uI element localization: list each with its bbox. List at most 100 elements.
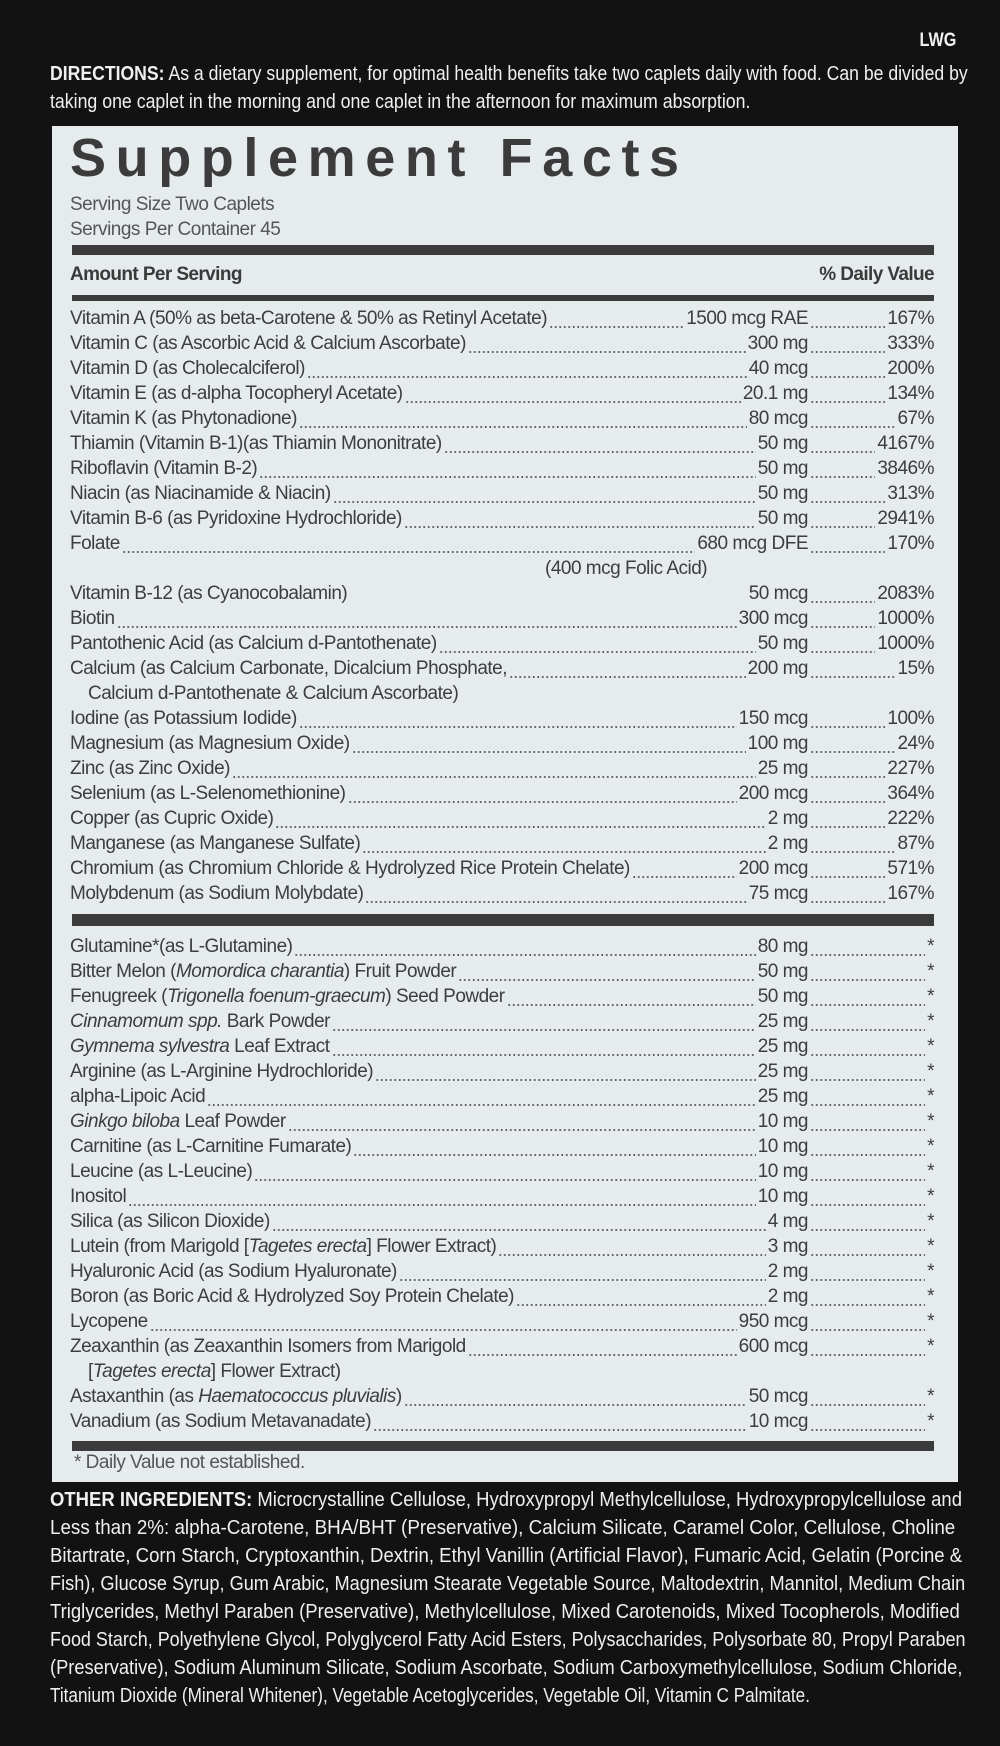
dot-leader (810, 1409, 926, 1434)
dot-leader (254, 1159, 756, 1184)
nutrient-name: Copper (as Cupric Oxide) (70, 806, 274, 831)
amount: 300 mg (747, 333, 809, 354)
nutrient-name: Niacin (as Niacinamide & Niacin) (70, 481, 331, 506)
dot-leader (810, 1034, 926, 1059)
dot-leader (810, 1184, 926, 1209)
daily-value: * (927, 1261, 934, 1282)
dot-leader (810, 756, 886, 781)
name-part: Fenugreek ( (70, 986, 167, 1007)
dv-cell: 1000% (808, 606, 934, 631)
nutrient-row: Copper (as Cupric Oxide) 2 mg 222% (70, 806, 934, 831)
dot-leader (116, 606, 737, 631)
nutrient-row: Bitter Melon (Momordica charantia) Fruit… (70, 959, 934, 984)
nutrient-row: Niacin (as Niacinamide & Niacin) 50 mg 313… (70, 481, 934, 506)
dot-leader (443, 431, 756, 456)
dot-leader (467, 331, 746, 356)
dv-cell: * (808, 1159, 934, 1184)
name-part: Thiamin (Vitamin B-1)(as Thiamin Mononit… (70, 433, 442, 454)
dot-leader (298, 706, 737, 731)
other-nutrients-section: Glutamine*(as L-Glutamine) 80 mg * Bitter M… (70, 934, 934, 1434)
dot-leader (271, 1209, 766, 1234)
dot-leader (810, 581, 876, 606)
dot-leader (231, 756, 756, 781)
dot-leader (810, 431, 876, 456)
amount: 680 mcg DFE (697, 533, 808, 554)
dv-cell: 100% (808, 706, 934, 731)
nutrient-name: Vanadium (as Sodium Metavanadate) (70, 1409, 372, 1434)
nutrient-row: Silica (as Silicon Dioxide) 4 mg * (70, 1209, 934, 1234)
dv-cell: 170% (808, 531, 934, 556)
dot-leader (259, 456, 756, 481)
dot-leader (810, 656, 896, 681)
name-part: Vitamin D (as Cholecalciferol) (70, 358, 305, 379)
dot-leader (810, 456, 876, 481)
line-text: Triglycerides, Methyl Paraben (Preservat… (50, 1601, 960, 1623)
name-part: Magnesium (as Magnesium Oxide) (70, 733, 350, 754)
nutrient-row: Leucine (as L-Leucine) 10 mg * (70, 1159, 934, 1184)
amount: 200 mg (747, 658, 809, 679)
daily-value: * (927, 1186, 934, 1207)
name-part: Vitamin B-6 (as Pyridoxine Hydrochloride… (70, 508, 402, 529)
name-part: Copper (as Cupric Oxide) (70, 808, 274, 829)
dot-leader (810, 881, 886, 906)
name-part: Vanadium (as Sodium Metavanadate) (70, 1411, 372, 1432)
name-part: Boron (as Boric Acid & Hydrolyzed Soy Pr… (70, 1286, 515, 1307)
name-part: ] Flower Extract) (366, 1236, 497, 1257)
daily-value: * (927, 1411, 934, 1432)
dv-cell: * (808, 1384, 934, 1409)
name-part: alpha-Lipoic Acid (70, 1086, 206, 1107)
nutrient-row: Carnitine (as L-Carnitine Fumarate) 10 mg… (70, 1134, 934, 1159)
daily-value: * (927, 1111, 934, 1132)
name-part: Chromium (as Chromium Chloride & Hydroly… (70, 858, 630, 879)
dv-cell: * (808, 1109, 934, 1134)
text-line: Fish), Glucose Syrup, Gum Arabic, Magnes… (50, 1570, 965, 1598)
nutrient-row: Biotin 300 mcg 1000% (70, 606, 934, 631)
line-text: As a dietary supplement, for optimal hea… (164, 63, 968, 85)
daily-value: * (927, 1386, 934, 1407)
amount: 50 mg (757, 508, 809, 529)
amount: 100 mg (747, 733, 809, 754)
nutrient-row: Calcium (as Calcium Carbonate, Dicalcium… (70, 656, 934, 681)
dot-leader (458, 959, 756, 984)
name-part: Carnitine (as L-Carnitine Fumarate) (70, 1136, 352, 1157)
nutrient-name-continued: (400 mcg Folic Acid) (70, 556, 934, 581)
name-part: Bark Powder (221, 1011, 331, 1032)
dot-leader (810, 1084, 926, 1109)
name-part: Glutamine*(as L-Glutamine) (70, 936, 293, 957)
nutrient-name: Pantothenic Acid (as Calcium d-Pantothen… (70, 631, 437, 656)
nutrient-name: Molybdenum (as Sodium Molybdate) (70, 881, 364, 906)
dot-leader (810, 1109, 926, 1134)
dot-leader (294, 934, 756, 959)
italic-name-part: Haematococcus pluvialis (198, 1386, 396, 1407)
nutrient-row: Glutamine*(as L-Glutamine) 80 mg * (70, 934, 934, 959)
dv-cell: * (808, 1409, 934, 1434)
daily-value: 167% (887, 883, 934, 904)
name-part: Vitamin B-12 (as Cyanocobalamin) (70, 583, 348, 604)
daily-value: 134% (887, 383, 934, 404)
nutrient-name: Lutein (from Marigold [Tagetes erecta] F… (70, 1234, 497, 1259)
brand-code: LWG (919, 30, 956, 51)
dv-cell: * (808, 1309, 934, 1334)
dv-header: % Daily Value (819, 264, 934, 285)
nutrient-row: Cinnamomum spp. Bark Powder 25 mg * (70, 1009, 934, 1034)
nutrient-row: Thiamin (Vitamin B-1)(as Thiamin Mononit… (70, 431, 934, 456)
dot-leader (810, 306, 886, 331)
dv-cell: 87% (808, 831, 934, 856)
amount: 20.1 mg (742, 383, 809, 404)
name-part: [ (88, 1361, 93, 1382)
daily-value: 2083% (877, 583, 934, 604)
name-part: Leucine (as L-Leucine) (70, 1161, 253, 1182)
amount: 2 mg (767, 808, 809, 829)
nutrient-row: Lycopene 950 mcg * (70, 1309, 934, 1334)
nutrient-row: Vitamin E (as d-alpha Tocopheryl Acetate… (70, 381, 934, 406)
nutrient-row: Magnesium (as Magnesium Oxide) 100 mg 24% (70, 731, 934, 756)
daily-value: 4167% (877, 433, 934, 454)
line-text: Fish), Glucose Syrup, Gum Arabic, Magnes… (50, 1573, 966, 1595)
name-part: Astaxanthin (as (70, 1386, 199, 1407)
italic-name-part: Tagetes erecta (248, 1236, 368, 1257)
nutrient-name: Vitamin K (as Phytonadione) (70, 406, 297, 431)
dot-leader (403, 506, 756, 531)
nutrient-name: Lycopene (70, 1309, 148, 1334)
amount: 2 mg (767, 1286, 809, 1307)
nutrient-name: Riboflavin (Vitamin B-2) (70, 456, 258, 481)
